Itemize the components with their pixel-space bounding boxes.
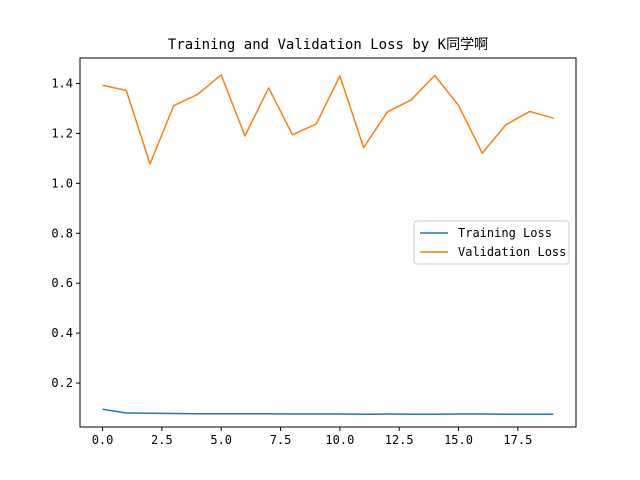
y-tick-label: 0.4 bbox=[51, 326, 73, 340]
y-tick-label: 1.2 bbox=[51, 126, 73, 140]
legend: Training Loss Validation Loss bbox=[413, 220, 570, 265]
series-line-validation-loss bbox=[102, 74, 554, 165]
y-tick-label: 0.8 bbox=[51, 226, 73, 240]
chart-title: Training and Validation Loss by K同学啊 bbox=[168, 37, 488, 53]
series-layer bbox=[102, 74, 554, 416]
axes-frame bbox=[79, 57, 577, 428]
x-tick-label: 5.0 bbox=[210, 433, 232, 447]
x-tick-label: 17.5 bbox=[503, 433, 532, 447]
x-tick-label: 15.0 bbox=[444, 433, 473, 447]
x-tick-label: 12.5 bbox=[385, 433, 414, 447]
x-tick-label: 2.5 bbox=[151, 433, 173, 447]
axes-layer: 0.0 2.5 5.0 7.5 10.0 12.5 15.0 17.5 0.2 0.4 0.6 0.8… bbox=[51, 57, 577, 447]
y-tick-label: 1.4 bbox=[51, 76, 73, 90]
x-tick-label: 0.0 bbox=[92, 433, 114, 447]
y-tick-label: 1.0 bbox=[51, 176, 73, 190]
y-tick-label: 0.2 bbox=[51, 376, 73, 390]
y-tick-label: 0.6 bbox=[51, 276, 73, 290]
x-tick-label: 10.0 bbox=[325, 433, 354, 447]
legend-box bbox=[413, 220, 570, 265]
legend-label-training-loss: Training Loss bbox=[458, 226, 552, 240]
legend-label-validation-loss: Validation Loss bbox=[458, 245, 566, 259]
series-line-training-loss bbox=[102, 408, 554, 416]
x-tick-label: 7.5 bbox=[270, 433, 292, 447]
